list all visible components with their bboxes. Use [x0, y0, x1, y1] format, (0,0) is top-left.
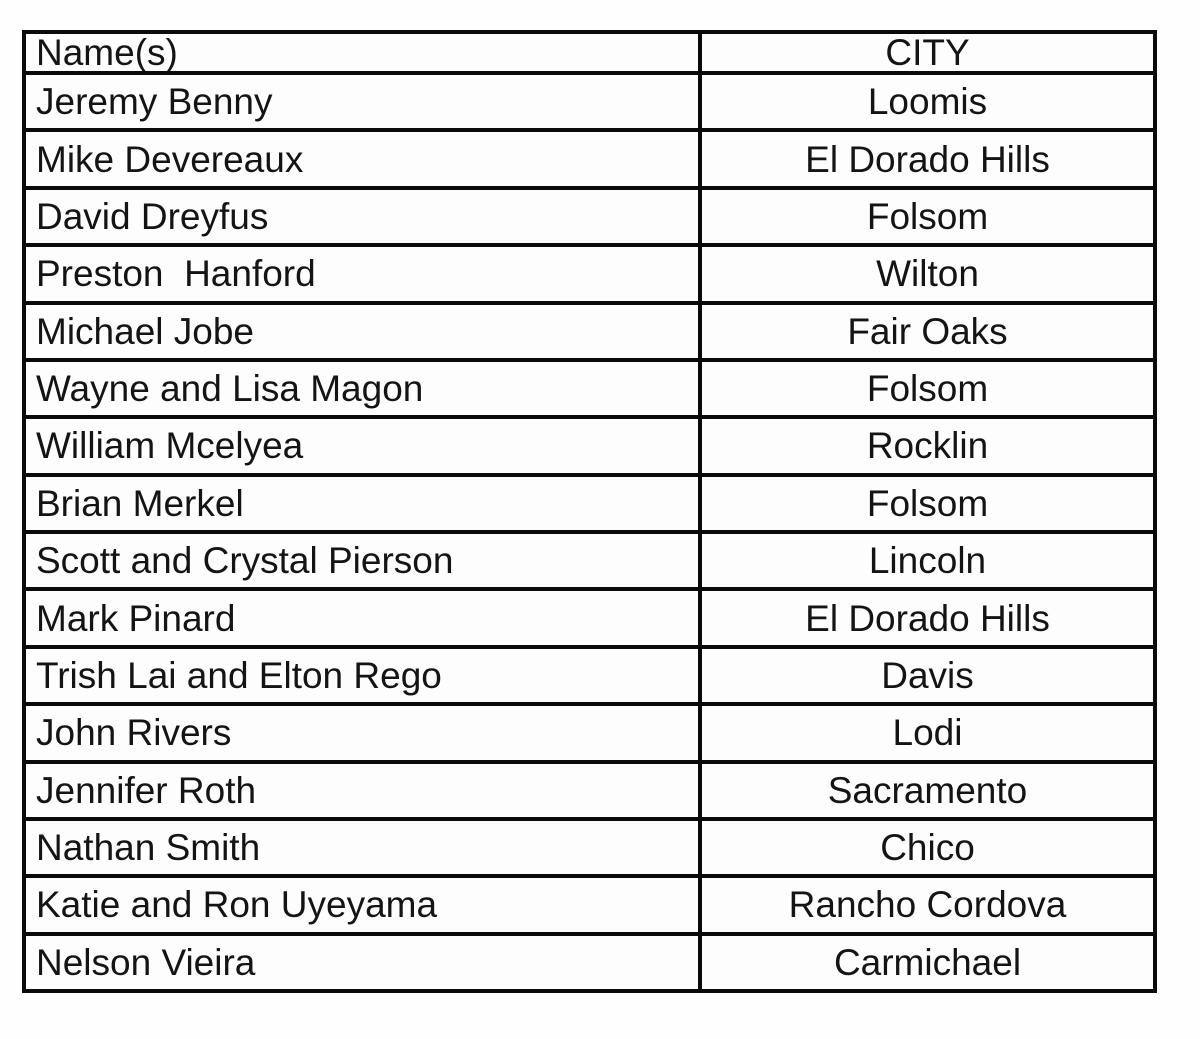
city-cell: Chico	[698, 816, 1157, 879]
city-cell: El Dorado Hills	[698, 128, 1157, 190]
name-cell: Trish Lai and Elton Rego	[22, 644, 702, 707]
city-cell: Fair Oaks	[698, 300, 1157, 362]
name-cell: Scott and Crystal Pierson	[22, 529, 702, 592]
table-row: Michael Jobe Fair Oaks	[22, 300, 1157, 362]
table-row: John Rivers Lodi	[22, 702, 1157, 764]
name-cell: Wayne and Lisa Magon	[22, 357, 702, 420]
city-cell: Folsom	[698, 185, 1157, 248]
table-row: Brian Merkel Folsom	[22, 472, 1157, 535]
roster-table-body: Jeremy Benny Loomis Mike Devereaux El Dorad…	[22, 70, 1157, 994]
name-cell: Michael Jobe	[22, 300, 702, 362]
city-cell: Davis	[698, 644, 1157, 707]
city-cell: Carmichael	[698, 931, 1157, 994]
name-cell: Jennifer Roth	[22, 759, 702, 821]
table-row: Scott and Crystal Pierson Lincoln	[22, 529, 1157, 592]
city-cell: Folsom	[698, 472, 1157, 535]
table-row: David Dreyfus Folsom	[22, 185, 1157, 248]
table-row: Jeremy Benny Loomis	[22, 70, 1157, 133]
city-cell: Lincoln	[698, 529, 1157, 592]
city-cell: Rancho Cordova	[698, 874, 1157, 936]
name-cell: William Mcelyea	[22, 415, 702, 477]
header-row: Name(s) CITY	[22, 30, 1157, 75]
table-row: Wayne and Lisa Magon Folsom	[22, 357, 1157, 420]
name-cell: Nelson Vieira	[22, 931, 702, 994]
name-cell: Preston Hanford	[22, 243, 702, 305]
name-cell: John Rivers	[22, 702, 702, 764]
table-row: Mark Pinard El Dorado Hills	[22, 587, 1157, 649]
table-row: Mike Devereaux El Dorado Hills	[22, 128, 1157, 190]
table-row: William Mcelyea Rocklin	[22, 415, 1157, 477]
name-cell: Mike Devereaux	[22, 128, 702, 190]
city-cell: Loomis	[698, 70, 1157, 133]
city-cell: Rocklin	[698, 415, 1157, 477]
city-cell: El Dorado Hills	[698, 587, 1157, 649]
city-cell: Folsom	[698, 357, 1157, 420]
name-cell: Jeremy Benny	[22, 70, 702, 133]
name-cell: Brian Merkel	[22, 472, 702, 535]
table-row: Nathan Smith Chico	[22, 816, 1157, 879]
name-cell: Nathan Smith	[22, 816, 702, 879]
table-row: Trish Lai and Elton Rego Davis	[22, 644, 1157, 707]
table-row: Preston Hanford Wilton	[22, 243, 1157, 305]
name-cell: Mark Pinard	[22, 587, 702, 649]
table-row: Nelson Vieira Carmichael	[22, 931, 1157, 994]
roster-table: Name(s) CITY Jeremy Benny Loomis Mike Deve…	[22, 30, 1157, 994]
table-row: Katie and Ron Uyeyama Rancho Cordova	[22, 874, 1157, 936]
name-cell: Katie and Ron Uyeyama	[22, 874, 702, 936]
city-cell: Sacramento	[698, 759, 1157, 821]
table-row: Jennifer Roth Sacramento	[22, 759, 1157, 821]
city-column-header: CITY	[698, 30, 1157, 75]
name-column-header: Name(s)	[22, 30, 702, 75]
city-cell: Wilton	[698, 243, 1157, 305]
name-cell: David Dreyfus	[22, 185, 702, 248]
city-cell: Lodi	[698, 702, 1157, 764]
